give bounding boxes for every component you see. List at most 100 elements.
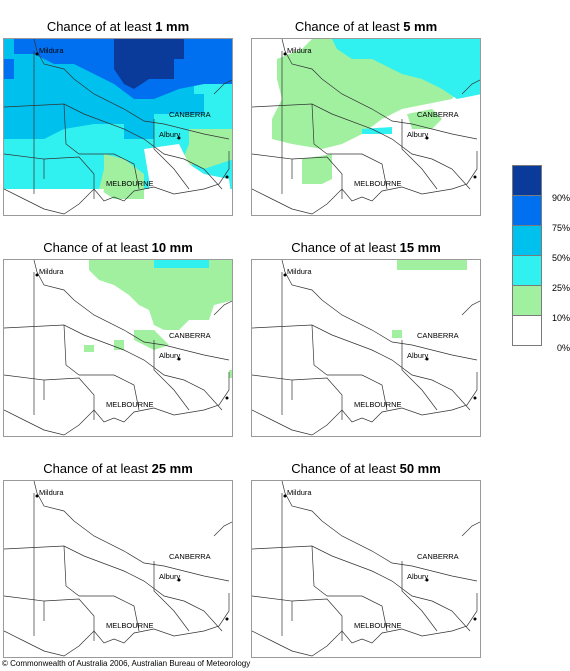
place-labels: Mildura CANBERRA Albury MELBOURNE — [283, 267, 477, 409]
shading — [272, 39, 480, 184]
title-prefix: Chance of at least — [291, 240, 400, 255]
place-labels: Mildura CANBERRA Albury MELBOURNE — [35, 488, 229, 630]
label-mildura: Mildura — [39, 488, 64, 497]
title-amount: 15 mm — [399, 240, 441, 255]
title-amount: 1 mm — [155, 19, 190, 34]
map-svg: Mildura CANBERRA Albury MELBOURNE — [4, 260, 232, 436]
mildura-dot — [35, 273, 39, 277]
region-borders — [252, 39, 480, 215]
region-borders — [4, 39, 232, 215]
label-albury: Albury — [159, 351, 181, 360]
albury-dot — [425, 578, 429, 582]
map-svg: Mildura CANBERRA Albury MELBOURNE — [4, 39, 232, 215]
label-albury: Albury — [407, 130, 429, 139]
title-prefix: Chance of at least — [43, 240, 152, 255]
label-canberra: CANBERRA — [169, 552, 211, 561]
title-amount: 5 mm — [403, 19, 438, 34]
label-melbourne: MELBOURNE — [106, 621, 154, 630]
probability-map: Mildura CANBERRA Albury MELBOURNE — [251, 38, 481, 216]
region-borders — [252, 260, 480, 436]
probability-map: Mildura CANBERRA Albury MELBOURNE — [3, 38, 233, 216]
mildura-dot — [283, 494, 287, 498]
label-albury: Albury — [159, 130, 181, 139]
probability-map: Mildura CANBERRA Albury MELBOURNE — [251, 259, 481, 437]
panel-50mm: Chance of at least 50 mm Mildura CANBERR… — [251, 460, 481, 660]
shading — [4, 39, 232, 215]
title-amount: 10 mm — [151, 240, 193, 255]
panel-title: Chance of at least 50 mm — [251, 460, 481, 478]
label-canberra: CANBERRA — [417, 331, 459, 340]
legend-label: 75% — [551, 223, 570, 233]
label-canberra: CANBERRA — [417, 552, 459, 561]
mildura-dot — [283, 52, 287, 56]
title-prefix: Chance of at least — [291, 461, 400, 476]
legend-swatch-90 — [512, 165, 542, 196]
albury-dot — [425, 357, 429, 361]
panel-title: Chance of at least 5 mm — [251, 18, 481, 36]
legend-swatch-0 — [512, 315, 542, 346]
panel-title: Chance of at least 25 mm — [3, 460, 233, 478]
mildura-dot — [35, 52, 39, 56]
label-canberra: CANBERRA — [169, 110, 211, 119]
label-melbourne: MELBOURNE — [106, 400, 154, 409]
label-mildura: Mildura — [287, 267, 312, 276]
mildura-dot — [283, 273, 287, 277]
albury-dot — [177, 578, 181, 582]
legend-label: 0% — [556, 343, 570, 353]
panel-5mm: Chance of at least 5 mm — [251, 18, 481, 218]
probability-map: Mildura CANBERRA Albury MELBOURNE — [3, 480, 233, 658]
label-albury: Albury — [159, 572, 181, 581]
place-labels: Mildura CANBERRA Albury MELBOURNE — [35, 46, 229, 188]
label-mildura: Mildura — [287, 46, 312, 55]
label-melbourne: MELBOURNE — [106, 179, 154, 188]
albury-dot — [177, 136, 181, 140]
map-svg: Mildura CANBERRA Albury MELBOURNE — [252, 481, 480, 657]
coast-dot — [225, 396, 229, 400]
panel-10mm: Chance of at least 10 mm — [3, 239, 233, 439]
coast-dot — [225, 617, 229, 621]
coast-dot — [473, 396, 477, 400]
place-labels: Mildura CANBERRA Albury MELBOURNE — [283, 46, 477, 188]
label-mildura: Mildura — [287, 488, 312, 497]
coast-dot — [473, 175, 477, 179]
legend-swatch-25 — [512, 255, 542, 286]
title-prefix: Chance of at least — [294, 19, 404, 34]
legend-label: 50% — [551, 253, 570, 263]
panel-15mm: Chance of at least 15 mm — [251, 239, 481, 439]
label-albury: Albury — [407, 351, 429, 360]
color-legend — [512, 165, 542, 346]
title-amount: 25 mm — [151, 461, 193, 476]
region-borders — [252, 481, 480, 657]
albury-dot — [425, 136, 429, 140]
coast-dot — [225, 175, 229, 179]
probability-map: Mildura CANBERRA Albury MELBOURNE — [251, 480, 481, 658]
label-canberra: CANBERRA — [417, 110, 459, 119]
label-mildura: Mildura — [39, 267, 64, 276]
legend-swatch-50 — [512, 225, 542, 256]
legend-label: 90% — [551, 193, 570, 203]
panel-25mm: Chance of at least 25 mm Mildura CANBERR… — [3, 460, 233, 660]
albury-dot — [177, 357, 181, 361]
label-albury: Albury — [407, 572, 429, 581]
legend-swatch-75 — [512, 195, 542, 226]
map-svg: Mildura CANBERRA Albury MELBOURNE — [252, 260, 480, 436]
legend-label: 25% — [551, 283, 570, 293]
map-svg: Mildura CANBERRA Albury MELBOURNE — [4, 481, 232, 657]
shading — [392, 260, 467, 338]
region-borders — [4, 260, 232, 436]
panel-title: Chance of at least 15 mm — [251, 239, 481, 257]
label-melbourne: MELBOURNE — [354, 621, 402, 630]
copyright-notice: © Commonwealth of Australia 2006, Austra… — [2, 659, 251, 668]
probability-map: Mildura CANBERRA Albury MELBOURNE — [3, 259, 233, 437]
panel-1mm: Chance of at least 1 mm — [3, 18, 233, 218]
legend-label: 10% — [551, 313, 570, 323]
label-mildura: Mildura — [39, 46, 64, 55]
legend-swatch-10 — [512, 285, 542, 316]
region-borders — [4, 481, 232, 657]
label-melbourne: MELBOURNE — [354, 400, 402, 409]
shading — [84, 260, 232, 378]
panel-title: Chance of at least 10 mm — [3, 239, 233, 257]
map-svg: Mildura CANBERRA Albury MELBOURNE — [252, 39, 480, 215]
title-prefix: Chance of at least — [43, 461, 152, 476]
panel-title: Chance of at least 1 mm — [3, 18, 233, 36]
